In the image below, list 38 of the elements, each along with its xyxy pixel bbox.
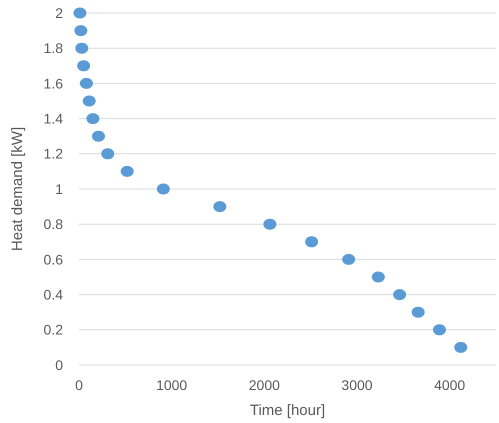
y-tick-label: 1.8	[44, 40, 64, 56]
y-tick-label: 0.8	[44, 216, 64, 232]
x-tick-label: 0	[75, 377, 84, 393]
y-tick-label: 2	[55, 4, 64, 21]
point	[412, 306, 425, 318]
point	[213, 201, 226, 212]
point	[263, 218, 276, 230]
y-tick-label: 1	[55, 180, 64, 197]
y-tick-label: 0.2	[44, 322, 64, 338]
point	[74, 25, 88, 36]
x-tick-label: 3000	[341, 377, 373, 393]
y-axis-title: Heat demand [kW]	[9, 126, 26, 252]
point	[372, 272, 385, 282]
point	[77, 60, 90, 72]
x-tick-label: 2000	[248, 377, 280, 393]
point	[101, 148, 114, 160]
y-tick-label: 1.4	[44, 110, 64, 126]
y-tick-label: 0	[55, 356, 64, 373]
point	[86, 113, 100, 124]
y-tick-label: 0.4	[44, 286, 64, 302]
y-tick-label: 0.6	[44, 251, 64, 268]
point	[92, 130, 105, 142]
point	[75, 42, 88, 54]
point	[342, 254, 356, 265]
y-tick-label: 1.6	[44, 75, 64, 92]
point	[454, 342, 468, 353]
x-axis-title: Time [hour]	[250, 402, 326, 419]
x-tick-label: 1000	[156, 377, 188, 393]
point	[393, 289, 406, 300]
y-tick-label: 1.2	[44, 146, 64, 162]
point	[156, 184, 170, 194]
x-tick-label: 4000	[434, 377, 466, 393]
point	[73, 8, 86, 18]
point	[80, 78, 93, 89]
point	[82, 96, 96, 106]
point	[432, 324, 446, 336]
point	[305, 236, 318, 248]
point	[120, 166, 134, 177]
